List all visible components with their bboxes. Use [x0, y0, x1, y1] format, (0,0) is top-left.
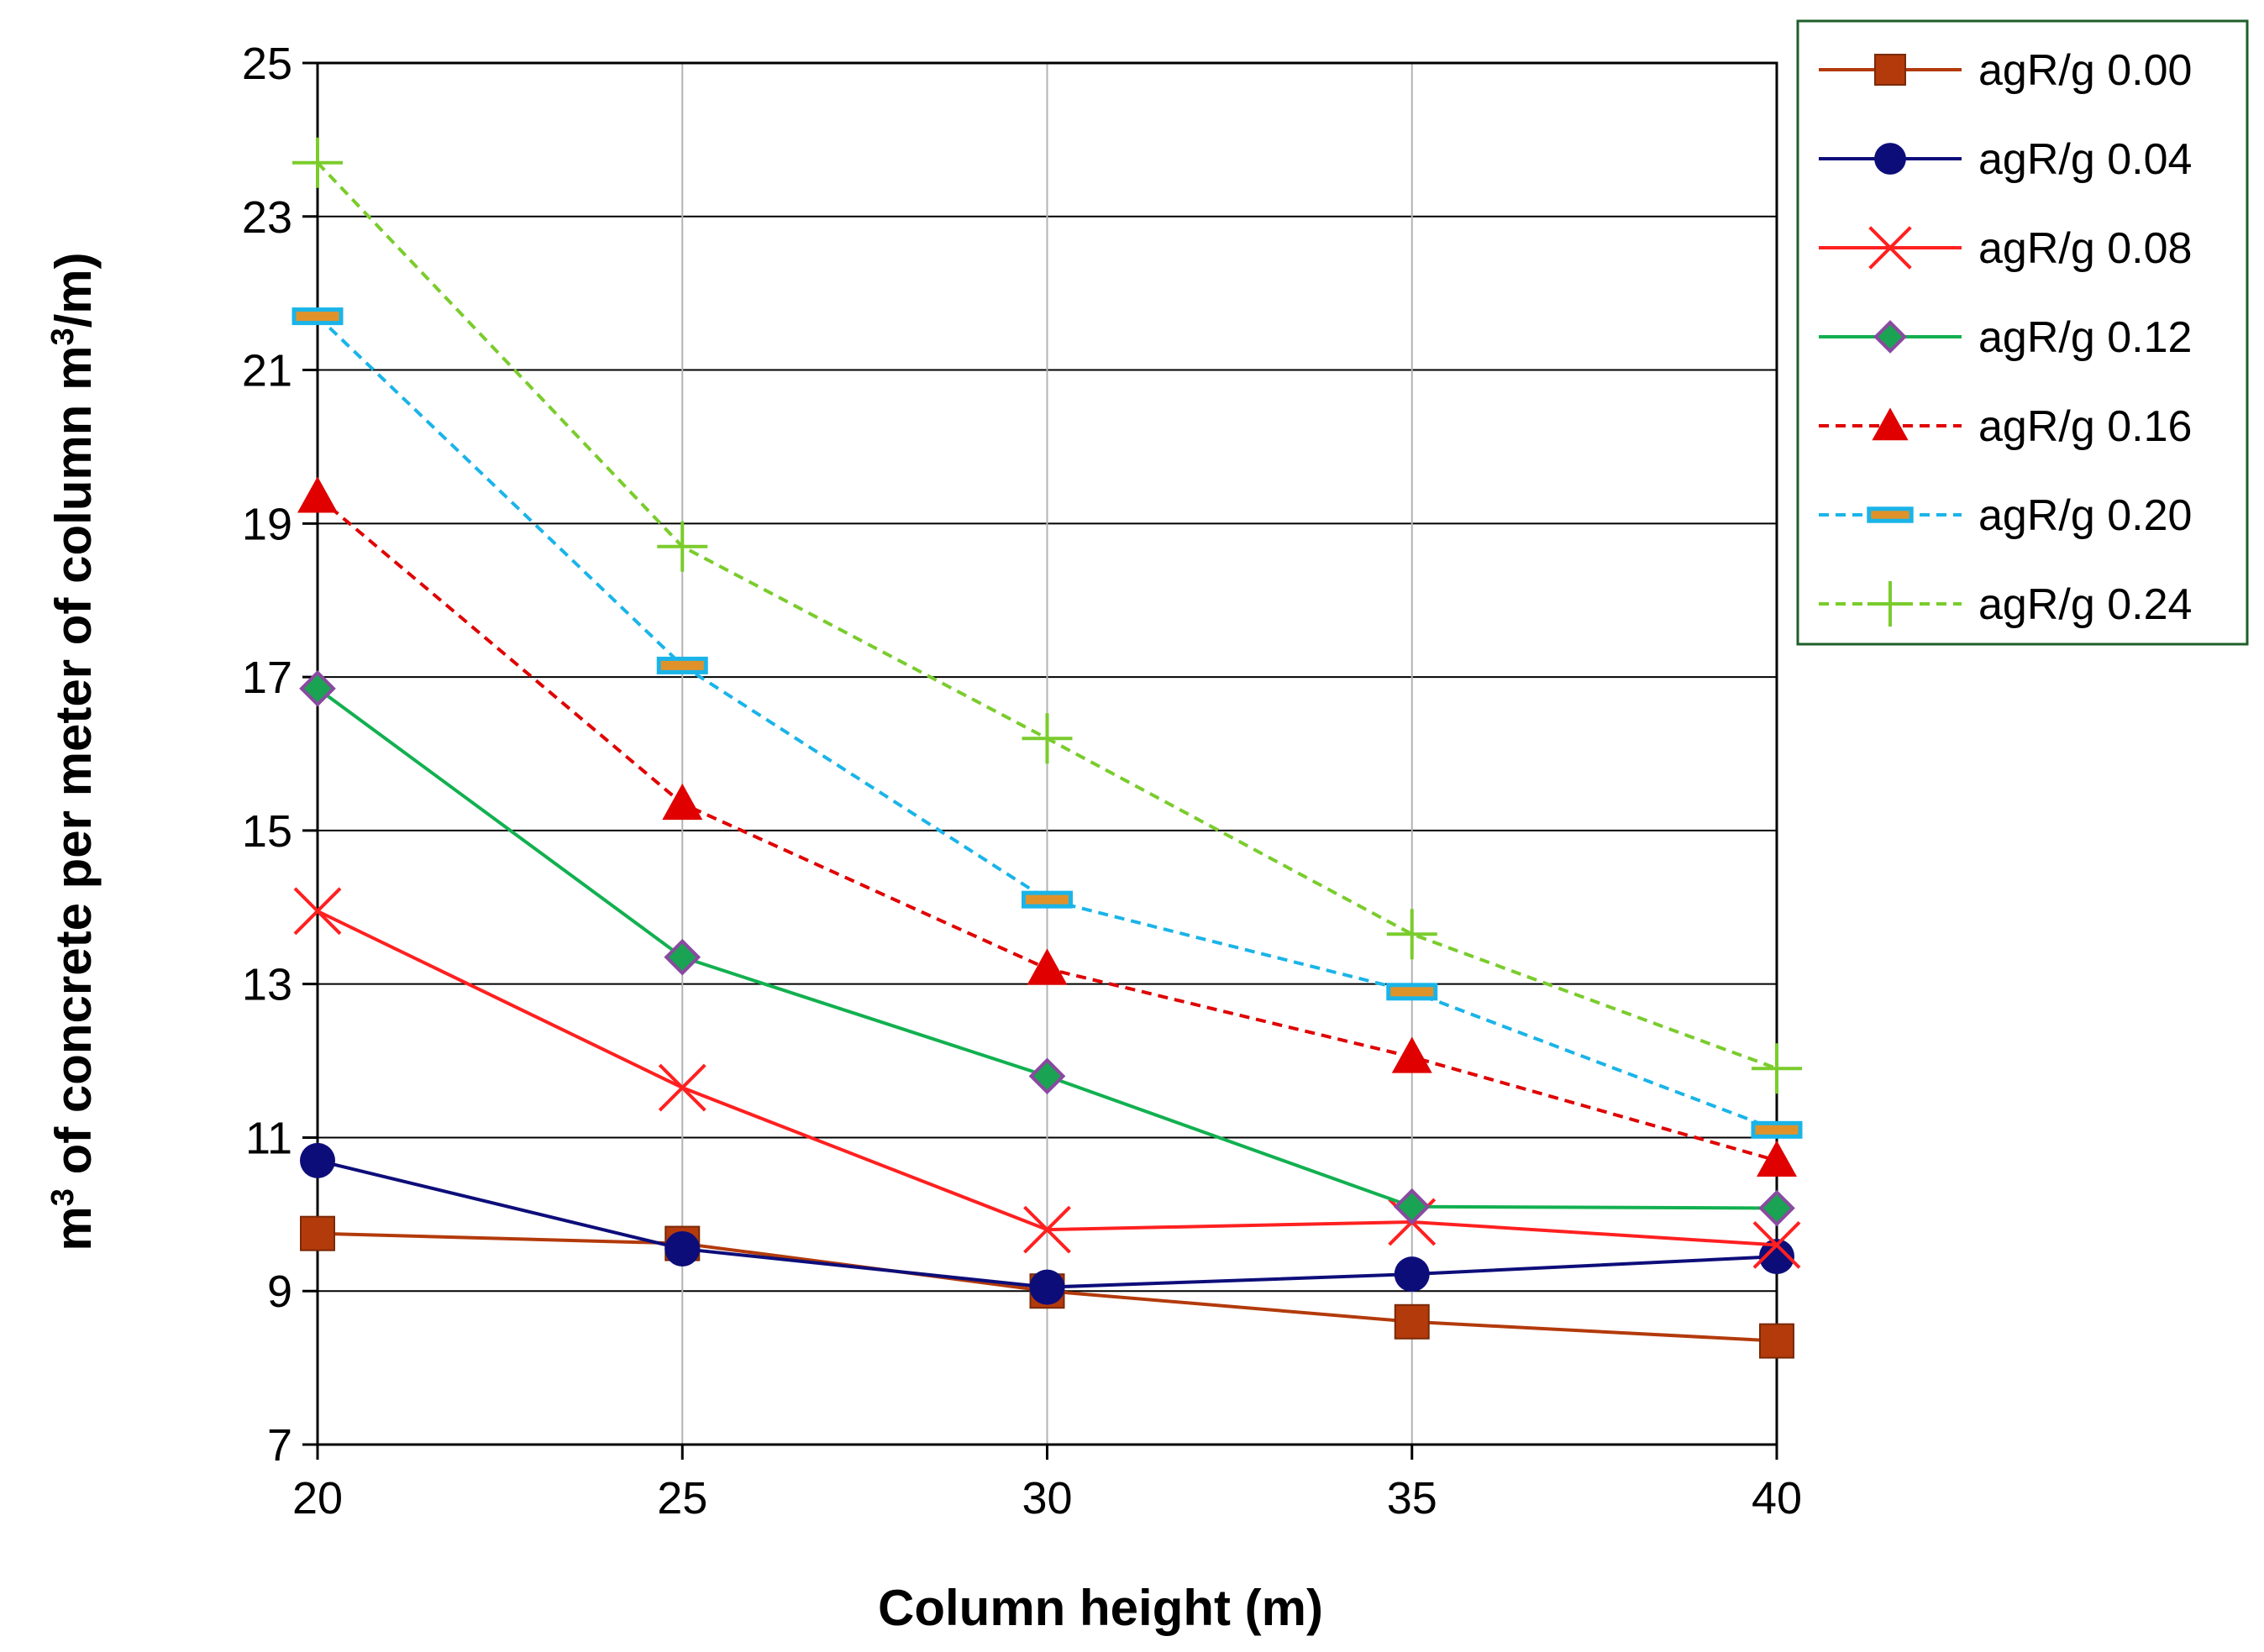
- data-point: [664, 1230, 701, 1267]
- x-axis-title: Column height (m): [878, 1580, 1323, 1636]
- data-point: [657, 521, 708, 572]
- data-point: [1027, 948, 1068, 985]
- data-point: [1752, 1220, 1801, 1269]
- y-tick-label: 11: [245, 1113, 292, 1163]
- y-tick-label: 21: [242, 346, 292, 396]
- data-point: [292, 137, 343, 188]
- legend: agR/g 0.00 agR/g 0.04 agR/g 0.08 agR/g 0.12…: [1796, 19, 2249, 646]
- y-tick-label: 17: [242, 653, 292, 703]
- legend-swatch-marker: [1867, 506, 1914, 523]
- legend-label: agR/g 0.12: [1978, 313, 2192, 362]
- series-agr-g-0-04: [300, 1142, 1794, 1305]
- y-tick-label: 7: [267, 1420, 292, 1471]
- data-point: [1752, 1043, 1802, 1094]
- data-point: [1391, 1036, 1432, 1073]
- data-point: [1757, 1140, 1797, 1177]
- legend-label: agR/g 0.16: [1978, 402, 2192, 451]
- data-point: [662, 783, 703, 821]
- data-point: [1022, 713, 1073, 764]
- data-point: [1759, 1323, 1794, 1359]
- legend-swatch-marker: [1872, 407, 1909, 441]
- data-point: [299, 669, 336, 707]
- y-axis-title-m: m: [45, 1206, 102, 1251]
- y-tick-label: 13: [242, 960, 292, 1010]
- y-tick-label: 9: [267, 1267, 292, 1317]
- x-axis-ticks: 20 25 30 35 40: [292, 1445, 1802, 1524]
- legend-swatch-marker: [1867, 581, 1913, 627]
- series-agr-g-0-16: [297, 476, 1797, 1177]
- series-agr-g-0-24: [292, 137, 1802, 1094]
- data-point: [1758, 1189, 1795, 1227]
- legend-label: agR/g 0.04: [1978, 135, 2192, 184]
- series-agr-g-0-12: [299, 669, 1795, 1227]
- legend-item: agR/g 0.04: [1819, 135, 2192, 184]
- y-tick-label: 23: [242, 192, 292, 243]
- legend-item: agR/g 0.24: [1819, 580, 2192, 629]
- data-point: [1751, 1120, 1803, 1139]
- x-tick-label: 20: [292, 1473, 343, 1524]
- legend-item: agR/g 0.00: [1819, 46, 2192, 95]
- y-tick-label: 19: [242, 499, 292, 549]
- data-point: [1022, 890, 1073, 909]
- series-group: [292, 137, 1803, 1359]
- legend-items: agR/g 0.00 agR/g 0.04 agR/g 0.08 agR/g 0.12…: [1819, 46, 2192, 629]
- legend-label: agR/g 0.08: [1978, 224, 2192, 273]
- data-point: [300, 1142, 335, 1178]
- y-axis-title-sup2: 3: [45, 328, 81, 345]
- series-agr-g-0-20: [292, 307, 1803, 1139]
- y-axis-title-mid: of concrete per meter of column m: [45, 346, 102, 1189]
- y-tick-label: 25: [242, 39, 292, 89]
- data-point: [658, 1063, 707, 1112]
- data-point: [1394, 1303, 1430, 1340]
- legend-item: agR/g 0.16: [1819, 402, 2192, 451]
- y-tick-label: 15: [242, 806, 292, 857]
- legend-item: agR/g 0.08: [1819, 224, 2192, 273]
- data-point: [297, 476, 338, 513]
- data-point: [1386, 909, 1437, 960]
- data-point: [1023, 1205, 1071, 1254]
- x-tick-label: 35: [1387, 1473, 1437, 1524]
- data-point: [656, 656, 708, 674]
- legend-swatch-marker: [1874, 143, 1906, 175]
- data-point: [1028, 1057, 1066, 1095]
- data-point: [300, 1215, 335, 1251]
- x-tick-label: 30: [1022, 1473, 1072, 1524]
- y-axis-title: m3 of concrete per meter of column m3/m): [45, 252, 102, 1251]
- data-point: [1393, 1188, 1431, 1225]
- y-axis-ticks: 7 9 11 13 15 17 19 21 23 25: [242, 39, 318, 1471]
- legend-label: agR/g 0.00: [1978, 46, 2192, 95]
- data-point: [1029, 1269, 1065, 1305]
- legend-label: agR/g 0.24: [1978, 580, 2192, 629]
- series-line: [316, 315, 1778, 1132]
- data-point: [293, 887, 342, 936]
- y-axis-title-end: /m): [45, 252, 102, 328]
- legend-item: agR/g 0.12: [1819, 313, 2192, 362]
- data-point: [292, 307, 344, 326]
- y-axis-title-sup: 3: [45, 1188, 81, 1206]
- data-point: [664, 938, 701, 976]
- legend-label: agR/g 0.20: [1978, 491, 2192, 540]
- legend-swatch-marker: [1874, 54, 1906, 86]
- data-point: [1759, 1239, 1794, 1275]
- legend-swatch-marker: [1868, 226, 1912, 270]
- x-tick-label: 40: [1752, 1473, 1802, 1524]
- data-point: [1394, 1256, 1430, 1293]
- legend-box: [1796, 19, 2249, 646]
- legend-swatch-marker: [1873, 320, 1907, 354]
- legend-item: agR/g 0.20: [1819, 491, 2192, 540]
- data-point: [1386, 983, 1438, 1001]
- x-tick-label: 25: [657, 1473, 707, 1524]
